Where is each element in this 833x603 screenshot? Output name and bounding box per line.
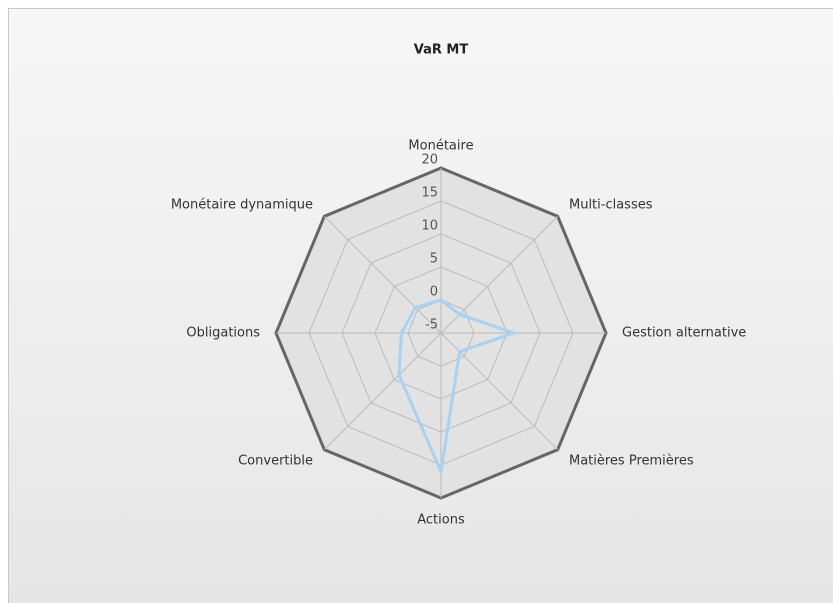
category-label: Actions [417,513,465,528]
y-tick-label: 10 [421,219,438,234]
category-label: Matières Premières [569,453,694,468]
category-label: Convertible [238,453,313,468]
chart-title: VaR MT [414,43,469,58]
y-tick-label: 5 [430,252,438,267]
y-tick-label: 20 [421,153,438,168]
spoke [323,215,442,334]
y-tick-label: 15 [421,186,438,201]
category-label: Multi-classes [569,198,653,213]
category-label: Monétaire dynamique [171,198,313,213]
category-label: Monétaire [408,139,473,154]
series-line [397,298,516,474]
y-tick-label: -5 [425,318,438,333]
y-tick-label: 0 [430,285,438,300]
spoke [323,332,442,451]
category-label: Obligations [186,326,260,341]
category-label: Gestion alternative [622,326,746,341]
